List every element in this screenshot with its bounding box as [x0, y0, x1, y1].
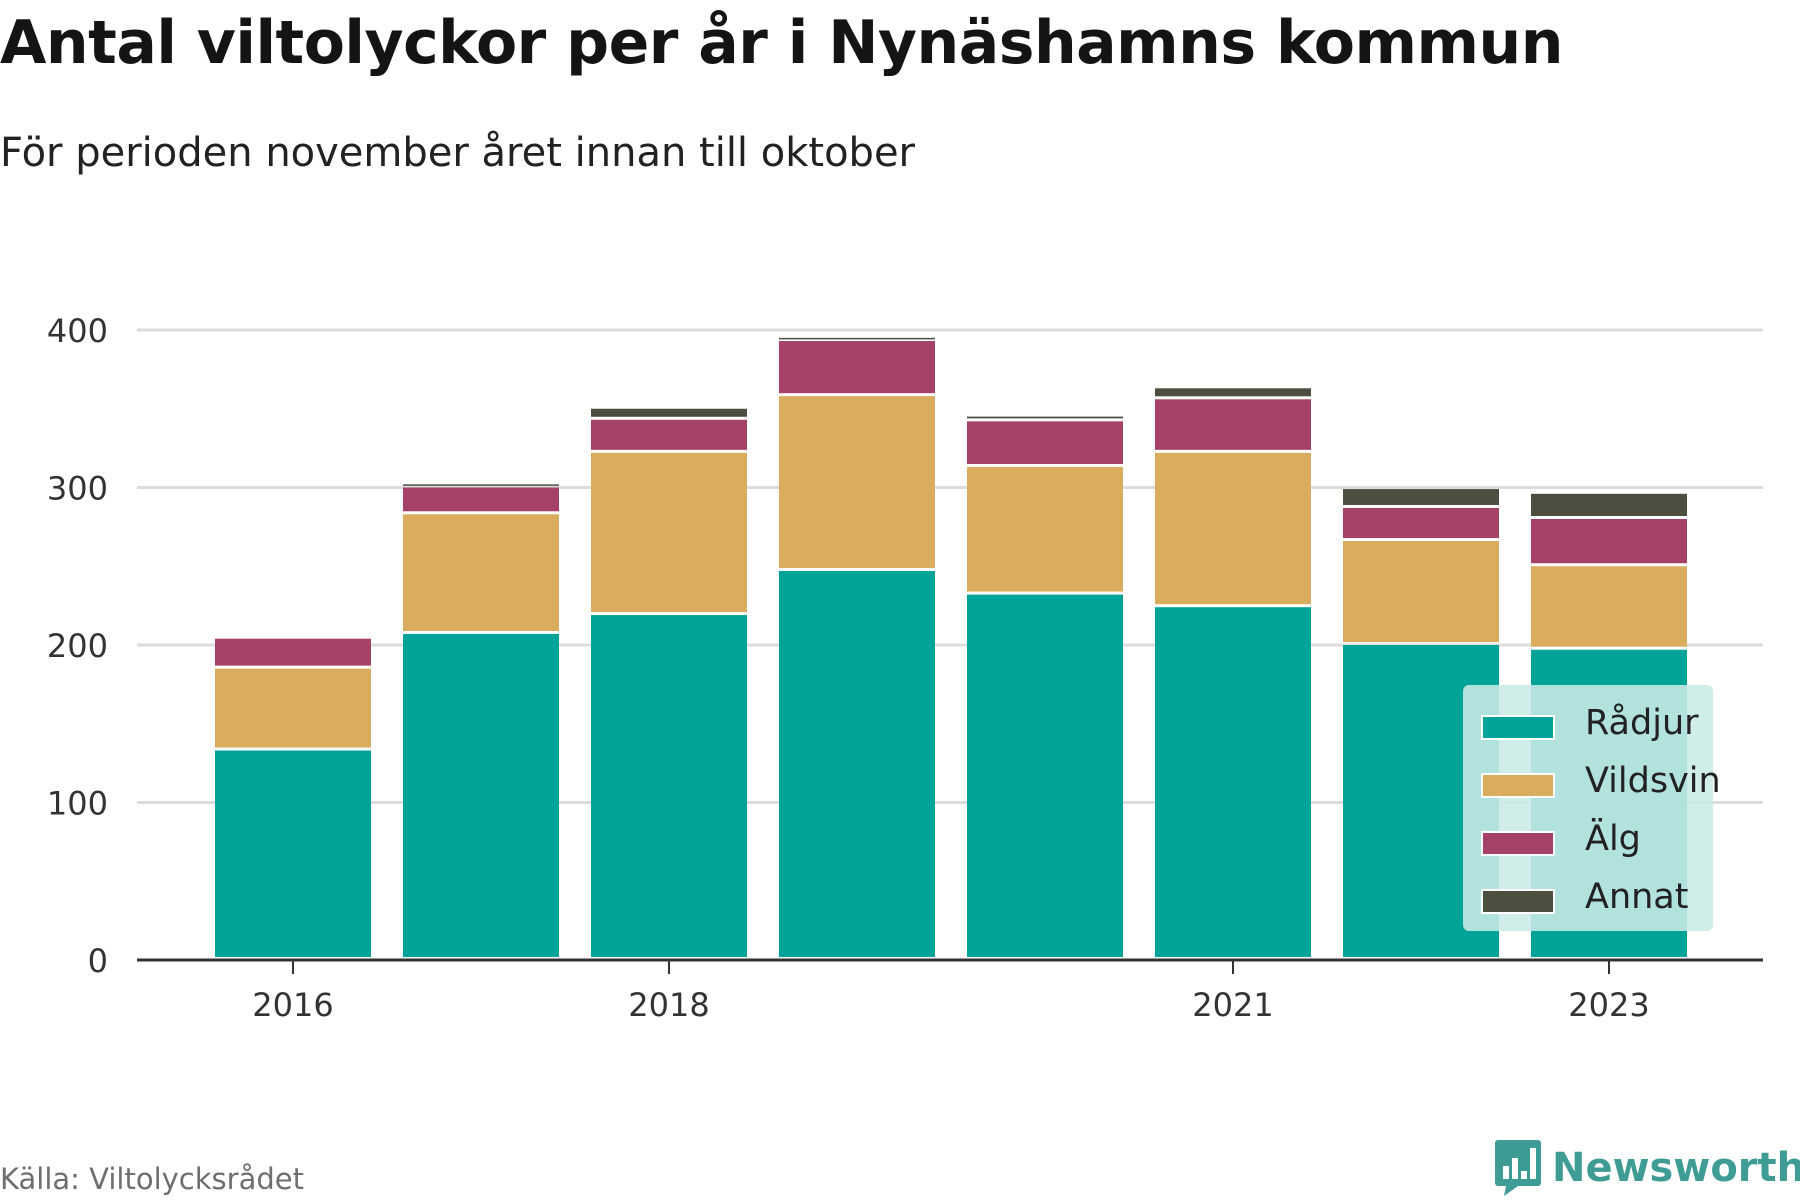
bar-radjur-2021: [1155, 607, 1311, 957]
bar-annat-2017: [403, 484, 559, 486]
bar-alg-2016: [215, 638, 371, 666]
legend-label-radjur: Rådjur: [1585, 703, 1699, 743]
bar-vildsvin-2019: [779, 396, 935, 568]
bar-annat-2020: [967, 416, 1123, 419]
stacked-bar-chart: 0 100 200 300 400 2016 2018 2021 2023: [47, 312, 1763, 1024]
bar-alg-2019: [779, 341, 935, 394]
bar-stack-2016: [215, 638, 371, 957]
bar-stack-2020: [967, 416, 1123, 957]
legend-swatch-alg: [1481, 831, 1555, 856]
bar-alg-2017: [403, 487, 559, 512]
chart-subtitle: För perioden november året innan till ok…: [0, 130, 915, 176]
chart-legend: Rådjur Vildsvin Älg Annat: [1463, 685, 1721, 931]
brand-logo: Newsworthy: [1494, 1138, 1800, 1198]
y-tick-label: 100: [47, 785, 108, 823]
x-tick-label: 2023: [1568, 986, 1649, 1024]
legend-label-annat: Annat: [1585, 877, 1689, 917]
y-tick-label: 200: [47, 627, 108, 665]
bar-vildsvin-2023: [1531, 566, 1687, 647]
legend-swatch-annat: [1481, 889, 1555, 914]
bars: [215, 337, 1687, 957]
bar-alg-2020: [967, 421, 1123, 465]
x-tick-label: 2016: [252, 986, 333, 1024]
bar-annat-2018: [591, 408, 747, 417]
bar-radjur-2019: [779, 570, 935, 957]
bar-chart-speech-bubble-icon: [1495, 1140, 1541, 1196]
brand-name: Newsworthy: [1552, 1145, 1800, 1191]
x-tick-label: 2021: [1192, 986, 1273, 1024]
bar-alg-2018: [591, 419, 747, 450]
bar-vildsvin-2022: [1343, 541, 1499, 642]
legend-item-annat: Annat: [1463, 871, 1713, 929]
legend-label-vildsvin: Vildsvin: [1585, 761, 1721, 801]
bar-vildsvin-2021: [1155, 452, 1311, 605]
bar-stack-2017: [403, 484, 559, 957]
chart-title: Antal viltolyckor per år i Nynäshamns ko…: [0, 8, 1563, 78]
y-tick-label: 400: [47, 312, 108, 350]
y-tick-label: 300: [47, 470, 108, 508]
legend-item-radjur: Rådjur: [1463, 697, 1713, 755]
bar-annat-2023: [1531, 493, 1687, 516]
bar-radjur-2017: [403, 633, 559, 957]
x-tick-label: 2018: [628, 986, 709, 1024]
bar-annat-2022: [1343, 489, 1499, 505]
bar-radjur-2018: [591, 615, 747, 957]
bar-vildsvin-2017: [403, 514, 559, 631]
x-axis-tick-labels: 2016 2018 2021 2023: [252, 986, 1649, 1024]
legend-item-alg: Älg: [1463, 813, 1713, 871]
legend-swatch-vildsvin: [1481, 773, 1555, 798]
bar-alg-2023: [1531, 519, 1687, 564]
bar-vildsvin-2020: [967, 467, 1123, 592]
bar-alg-2021: [1155, 399, 1311, 450]
bar-stack-2019: [779, 337, 935, 957]
legend-label-alg: Älg: [1585, 819, 1641, 859]
bar-annat-2019: [779, 337, 935, 340]
x-axis: [137, 958, 1763, 974]
y-tick-label: 0: [88, 942, 108, 980]
bar-radjur-2016: [215, 750, 371, 957]
legend-swatch-radjur: [1481, 715, 1555, 740]
bar-vildsvin-2018: [591, 452, 747, 613]
bar-radjur-2020: [967, 594, 1123, 957]
source-note: Källa: Viltolycksrådet: [0, 1162, 304, 1196]
y-axis-tick-labels: 0 100 200 300 400: [47, 312, 108, 980]
bar-annat-2021: [1155, 388, 1311, 397]
bar-vildsvin-2016: [215, 668, 371, 748]
legend-item-vildsvin: Vildsvin: [1463, 755, 1721, 813]
bar-alg-2022: [1343, 507, 1499, 539]
bar-stack-2021: [1155, 388, 1311, 957]
bar-stack-2018: [591, 408, 747, 957]
